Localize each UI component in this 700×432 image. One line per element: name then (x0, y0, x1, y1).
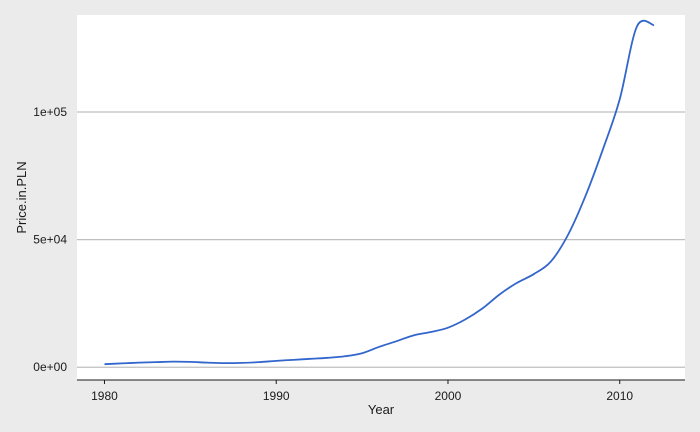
x-tick-label: 1980 (91, 389, 118, 403)
y-axis-title: Price.in.PLN (14, 161, 29, 233)
y-tick-label: 0e+00 (33, 360, 67, 374)
x-axis-title: Year (368, 402, 395, 417)
x-tick-label: 1990 (263, 389, 290, 403)
y-tick-label: 5e+04 (33, 233, 67, 247)
x-axis-ticks: 1980 1990 2000 2010 (91, 380, 633, 403)
grid-lines (77, 111, 685, 368)
y-axis-ticks: 0e+00 5e+04 1e+05 (33, 105, 67, 374)
price-line (104, 19, 655, 366)
x-tick-label: 2000 (435, 389, 462, 403)
x-tick-label: 2010 (606, 389, 633, 403)
y-tick-label: 1e+05 (33, 105, 67, 119)
plot-panel (77, 15, 685, 380)
